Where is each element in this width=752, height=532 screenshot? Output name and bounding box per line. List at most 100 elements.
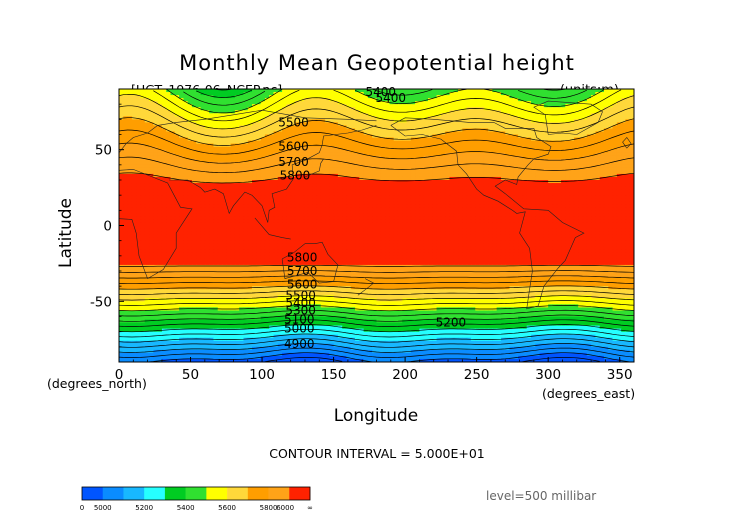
field-cell: [187, 161, 193, 166]
field-cell: [157, 116, 163, 120]
field-cell: [200, 134, 206, 139]
field-cell: [307, 158, 313, 163]
field-cell: [475, 155, 481, 160]
field-cell: [316, 140, 322, 145]
field-cell: [591, 195, 596, 199]
field-cell: [505, 113, 511, 117]
field-cell: [209, 180, 215, 184]
field-cell: [299, 113, 305, 117]
field-cell: [531, 116, 536, 120]
field-cell: [599, 170, 605, 175]
field-cell: [548, 119, 554, 123]
field-cell: [264, 110, 270, 114]
field-cell: [509, 155, 515, 160]
field-cell: [127, 92, 133, 96]
field-cell: [505, 183, 511, 187]
field-cell: [385, 192, 390, 196]
field-cell: [200, 152, 206, 157]
field-cell: [385, 107, 390, 111]
field-cell: [415, 134, 421, 139]
field-cell: [320, 176, 326, 181]
field-cell: [582, 152, 588, 157]
field-cell: [230, 137, 236, 142]
field-cell: [488, 183, 493, 187]
field-cell: [453, 161, 459, 166]
field-cell: [535, 122, 541, 126]
field-cell: [252, 192, 257, 196]
field-cell: [273, 192, 279, 196]
field-cell: [432, 95, 438, 99]
field-cell: [264, 140, 270, 145]
field-cell: [440, 149, 446, 154]
field-cell: [449, 95, 455, 99]
field-cell: [462, 95, 468, 99]
field-cell: [329, 161, 335, 166]
field-cell: [376, 189, 382, 193]
field-cell: [316, 110, 322, 114]
field-cell: [428, 131, 433, 136]
field-cell: [402, 158, 408, 163]
field-cell: [410, 143, 416, 148]
field-cell: [303, 158, 309, 163]
field-cell: [226, 101, 232, 105]
field-cell: [466, 92, 472, 96]
field-cell: [578, 176, 584, 181]
field-cell: [612, 95, 618, 99]
field-cell: [440, 89, 446, 93]
field-cell: [183, 89, 189, 93]
field-cell: [119, 89, 124, 93]
field-cell: [320, 104, 326, 108]
field-cell: [179, 192, 184, 196]
field-cell: [419, 161, 425, 166]
field-cell: [222, 134, 227, 139]
field-cell: [586, 164, 592, 169]
field-cell: [153, 198, 159, 202]
field-cell: [475, 192, 481, 196]
field-cell: [573, 158, 579, 163]
field-cell: [153, 201, 159, 205]
field-cell: [230, 152, 236, 157]
field-cell: [453, 164, 459, 169]
field-cell: [603, 101, 609, 105]
field-cell: [123, 137, 129, 142]
field-cell: [252, 98, 257, 102]
field-cell: [552, 195, 558, 199]
field-cell: [307, 110, 313, 114]
field-cell: [578, 186, 584, 190]
field-cell: [595, 119, 601, 123]
field-cell: [526, 116, 532, 120]
field-cell: [187, 92, 193, 96]
field-cell: [166, 98, 172, 102]
field-cell: [466, 146, 472, 151]
field-cell: [488, 180, 493, 184]
field-cell: [625, 186, 631, 190]
field-cell: [445, 116, 451, 120]
field-cell: [397, 104, 403, 108]
field-cell: [397, 113, 403, 117]
field-cell: [561, 146, 566, 151]
field-cell: [234, 134, 240, 139]
field-cell: [419, 143, 425, 148]
field-cell: [209, 189, 215, 193]
field-cell: [561, 195, 566, 199]
field-cell: [586, 92, 592, 96]
field-cell: [423, 158, 429, 163]
field-cell: [509, 198, 515, 202]
field-cell: [569, 143, 575, 148]
field-cell: [282, 119, 287, 123]
field-cell: [149, 98, 154, 102]
field-cell: [367, 158, 373, 163]
field-cell: [320, 173, 326, 178]
field-cell: [406, 167, 412, 172]
field-cell: [393, 173, 399, 178]
field-cell: [419, 186, 425, 190]
field-cell: [513, 164, 519, 169]
field-cell: [505, 170, 511, 175]
field-cell: [183, 143, 189, 148]
field-cell: [136, 152, 142, 157]
field-cell: [518, 201, 524, 205]
field-cell: [204, 161, 210, 166]
field-cell: [204, 192, 210, 196]
field-cell: [140, 170, 146, 175]
field-cell: [170, 155, 176, 160]
